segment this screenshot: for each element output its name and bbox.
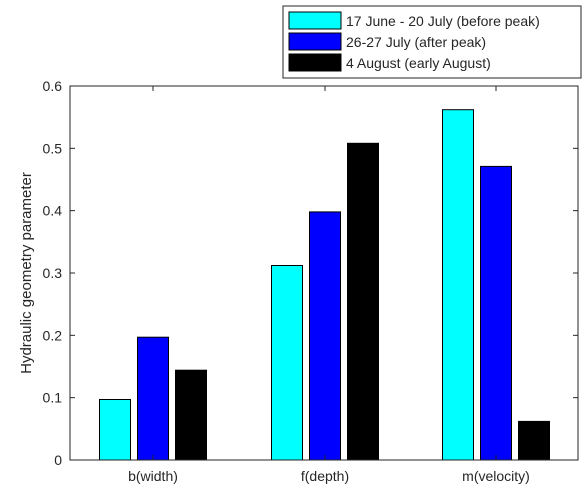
y-tick-label: 0.3 bbox=[43, 265, 63, 281]
legend: 17 June - 20 July (before peak) 26-27 Jul… bbox=[282, 5, 582, 79]
legend-label: 17 June - 20 July (before peak) bbox=[346, 13, 540, 29]
y-tick-label: 0 bbox=[54, 452, 62, 468]
bar-3-1 bbox=[175, 369, 207, 461]
bar-1-1 bbox=[99, 399, 131, 461]
bar-2-1 bbox=[137, 336, 169, 461]
bar-1-3 bbox=[442, 109, 474, 461]
y-tick-label: 0.1 bbox=[43, 390, 63, 406]
x-tick-label: b(width) bbox=[128, 468, 178, 484]
legend-swatch bbox=[288, 53, 342, 72]
y-tick-label: 0.5 bbox=[43, 140, 63, 156]
legend-swatch bbox=[288, 32, 342, 51]
legend-label: 26-27 July (after peak) bbox=[346, 34, 486, 50]
x-tick-label: m(velocity) bbox=[462, 468, 530, 484]
x-ticks: b(width) f(depth) m(velocity) bbox=[128, 86, 530, 484]
bar-1-2 bbox=[271, 265, 303, 461]
bar-2-2 bbox=[309, 211, 341, 461]
x-tick-label: f(depth) bbox=[301, 468, 349, 484]
legend-label: 4 August (early August) bbox=[346, 55, 491, 71]
y-tick-label: 0.4 bbox=[43, 203, 63, 219]
y-axis-label: Hydraulic geometry parameter bbox=[18, 172, 35, 374]
bar-2-3 bbox=[480, 165, 512, 461]
y-tick-label: 0.6 bbox=[43, 78, 63, 94]
y-ticks: 0 0.1 0.2 0.3 0.4 0.5 0.6 bbox=[43, 78, 578, 468]
bar-3-3 bbox=[518, 420, 550, 461]
legend-swatch bbox=[288, 11, 342, 30]
bars bbox=[99, 109, 550, 461]
bar-3-2 bbox=[347, 142, 379, 461]
y-tick-label: 0.2 bbox=[43, 327, 63, 343]
